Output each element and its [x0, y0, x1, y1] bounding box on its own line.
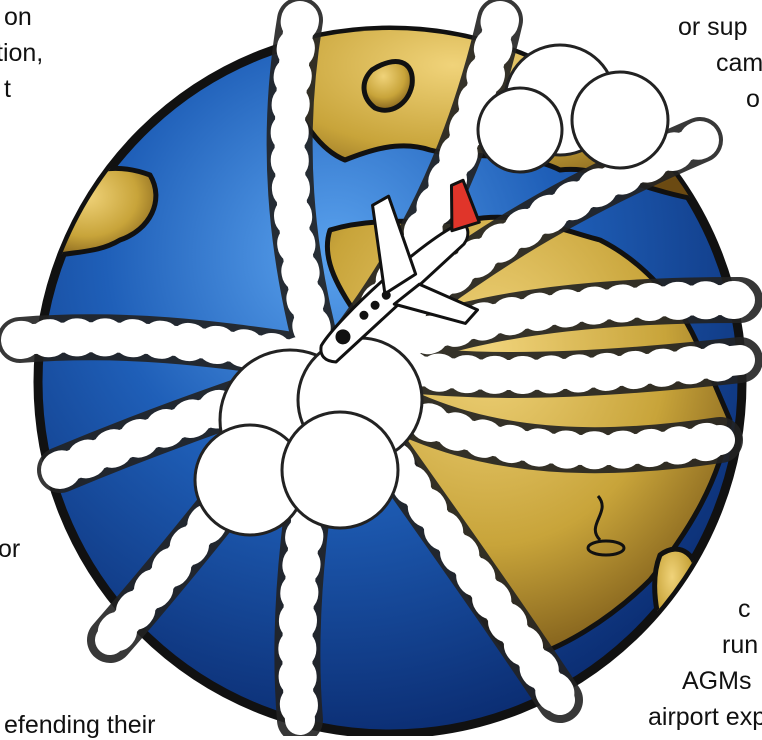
steam-icon: [586, 495, 626, 557]
smoke-cloud: [193, 43, 670, 537]
text-line: tion,: [0, 39, 44, 67]
text-line: cam: [716, 49, 762, 77]
text-line: efending their: [4, 711, 156, 739]
text-line: AGMs: [682, 667, 752, 695]
text-line: o: [746, 85, 760, 113]
airplane-icon: [319, 178, 481, 364]
text-line: t: [4, 75, 11, 103]
text-line: c: [738, 595, 751, 623]
text-line: on: [4, 3, 32, 31]
text-line: or sup: [678, 13, 748, 41]
text-line: run: [722, 631, 759, 659]
text-line: airport exp: [648, 703, 762, 731]
text-line: or: [0, 535, 21, 563]
